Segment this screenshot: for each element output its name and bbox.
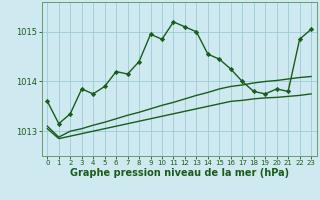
X-axis label: Graphe pression niveau de la mer (hPa): Graphe pression niveau de la mer (hPa) xyxy=(70,168,289,178)
